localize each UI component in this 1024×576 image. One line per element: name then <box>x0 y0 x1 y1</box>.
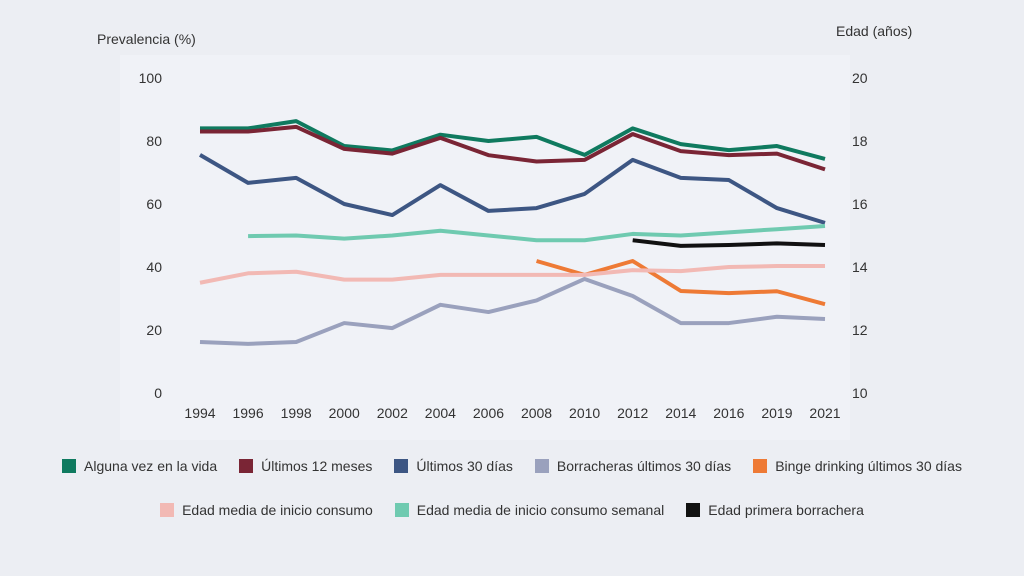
x-tick-label: 1998 <box>281 405 312 421</box>
right-tick-label: 14 <box>852 259 868 275</box>
x-tick-label: 2019 <box>761 405 792 421</box>
legend-label: Últimos 30 días <box>416 458 513 474</box>
legend-label: Edad media de inicio consumo semanal <box>416 502 665 518</box>
legend-swatch <box>753 459 768 473</box>
left-tick-label: 60 <box>146 196 162 212</box>
right-tick-label: 18 <box>852 133 868 149</box>
series-line-0 <box>200 119 826 161</box>
right-axis-label: Edad (años) <box>836 23 912 39</box>
legend-swatch <box>394 503 409 517</box>
legend-label: Alguna vez en la vida <box>84 458 218 474</box>
series-line-3 <box>199 276 826 346</box>
legend-item: Edad media de inicio consumo <box>160 502 373 518</box>
legend-item: Últimos 12 meses <box>239 458 372 474</box>
x-tick-label: 2000 <box>329 405 360 421</box>
x-tick-label: 2006 <box>473 405 504 421</box>
legend-item: Binge drinking últimos 30 días <box>753 458 962 474</box>
legend-row-1: Alguna vez en la vida Últimos 12 meses Últ… <box>0 458 1024 474</box>
right-tick-label: 20 <box>852 70 868 86</box>
x-tick-label: 1994 <box>184 405 215 421</box>
x-tick-label: 2010 <box>569 405 600 421</box>
x-tick-label: 2002 <box>377 405 408 421</box>
left-tick-label: 80 <box>146 133 162 149</box>
series-line-5 <box>199 264 825 285</box>
right-tick-label: 10 <box>852 385 868 401</box>
legend-swatch <box>394 459 409 473</box>
legend-swatch <box>239 459 254 473</box>
left-tick-label: 20 <box>146 322 162 338</box>
legend-label: Últimos 12 meses <box>261 458 373 474</box>
plot-background <box>120 55 850 440</box>
x-tick-label: 2016 <box>713 405 744 421</box>
legend-row-2: Edad media de inicio consumo Edad media d… <box>0 502 1024 518</box>
series-line-2 <box>198 153 826 225</box>
series-line-1 <box>200 124 826 172</box>
legend-label: Edad media de inicio consumo <box>182 502 373 518</box>
x-tick-label: 2008 <box>521 405 552 421</box>
legend-swatch <box>686 503 701 517</box>
legend-swatch <box>62 459 77 473</box>
x-tick-label: 2014 <box>665 405 696 421</box>
x-tick-label: 2004 <box>425 405 456 421</box>
left-axis-label: Prevalencia (%) <box>97 31 196 47</box>
left-tick-label: 40 <box>146 259 162 275</box>
x-tick-label: 2012 <box>617 405 648 421</box>
right-tick-label: 12 <box>852 322 868 338</box>
left-tick-label: 0 <box>154 385 162 401</box>
legend-label: Binge drinking últimos 30 días <box>775 458 962 474</box>
legend-item: Edad primera borrachera <box>686 502 864 518</box>
legend-item: Edad media de inicio consumo semanal <box>394 502 665 518</box>
right-tick-label: 16 <box>852 196 868 212</box>
legend-item: Alguna vez en la vida <box>62 458 217 474</box>
line-chart: Prevalencia (%) Edad (años) 0 20 40 60 80 100… <box>97 23 913 440</box>
left-tick-label: 100 <box>139 70 163 86</box>
legend-item: Borracheras últimos 30 días <box>534 458 732 474</box>
x-tick-label: 2021 <box>809 405 840 421</box>
x-tick-label: 1996 <box>232 405 263 421</box>
legend-swatch <box>534 459 549 473</box>
legend-label: Edad primera borrachera <box>708 502 864 518</box>
legend-item: Últimos 30 días <box>394 458 513 474</box>
legend-label: Borracheras últimos 30 días <box>556 458 732 474</box>
legend-swatch <box>160 503 175 517</box>
